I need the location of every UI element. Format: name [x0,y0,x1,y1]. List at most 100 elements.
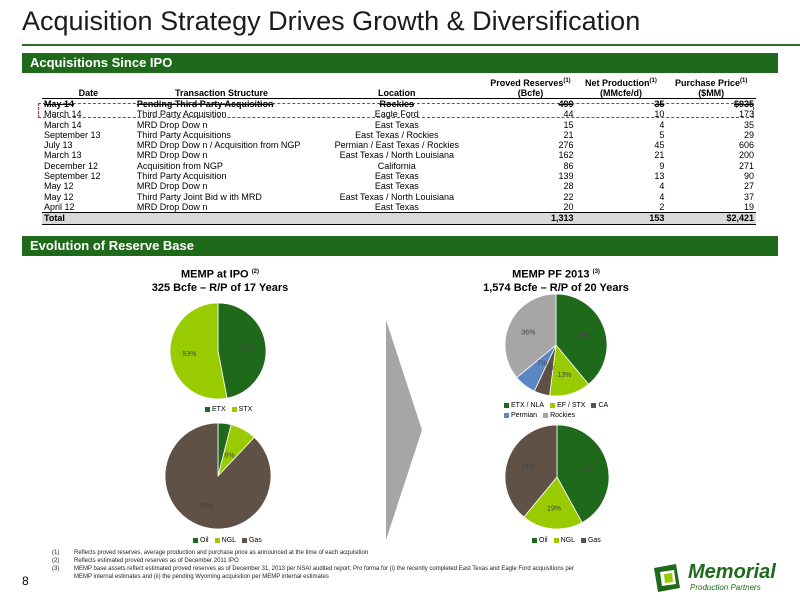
pie-slice-oil [556,424,610,524]
legend-swatch [580,537,586,543]
cell-production: 4 [659,181,665,192]
cell-price: 606 [738,140,754,151]
legend-item: EF / STX [550,402,585,409]
cell-reserves: 20 [563,201,574,212]
pie-data-label: 39% [521,464,535,471]
cell-location: East Texas / Rockies [355,129,439,140]
cell-reserves: 21 [563,129,574,140]
pie-ipo-product: 4%8% 88% [164,422,272,530]
cell-structure: MRD Drop Dow n [136,150,208,161]
legend-item: Oil [193,537,209,544]
cell-price: 173 [738,109,754,120]
legend-swatch [504,412,509,418]
footnotes: (1) Reflects proved reserves, average pro… [52,549,574,581]
cell-production: 35 [654,99,665,109]
cell-price: 200 [738,150,754,161]
table-row: July 13 MRD Drop Dow n / Acquisition from… [42,140,756,150]
pie-data-label: 42% [580,467,594,474]
cell-location: East Texas / North Louisiana [339,150,454,161]
cell-date: May 12 [44,181,74,192]
legend-swatch [553,537,559,543]
cell-price: 35 [743,119,754,130]
cell-date: April 12 [44,201,75,212]
cell-date: March 14 [44,109,82,120]
legend-swatch [214,537,220,543]
table-row: May 12 Third Party Joint Bid w ith MRD Eas… [42,192,756,202]
cell-location: East Texas [374,201,419,212]
table-row: March 14 MRD Drop Dow n East Texas 15 4 35 [42,120,756,130]
cell-reserves: 15 [563,119,574,130]
pie-slice-stx [169,302,228,400]
pending-highlight-box [38,103,754,118]
cell-date: December 12 [44,160,99,171]
legend-swatch [193,537,198,543]
legend-ipo-product: Oil NGL Gas [193,537,293,544]
cell-price: 37 [743,191,754,202]
acquisitions-table: Proved Reserves(1) Net Production(1) Pur… [42,78,756,226]
pie-slice-gas [504,424,558,518]
cell-reserves: 162 [558,150,574,161]
pie-data-label: 19% [547,506,561,513]
cell-location: East Texas [374,119,419,130]
cell-structure: MRD Drop Dow n [136,119,208,130]
cell-location: California [377,160,416,171]
legend-item: NGL [214,537,236,544]
cell-reserves: 139 [558,171,574,182]
cell-date: May 14 [44,99,75,109]
logo-mark-icon [654,564,680,592]
table-row: May 12 MRD Drop Dow n East Texas 28 4 27 [42,181,756,191]
logo-tagline: Production Partners [690,583,761,592]
header-date: Date [42,88,135,99]
cell-date: July 13 [44,140,73,151]
legend-item: Permian [504,412,537,419]
cell-structure: MRD Drop Dow n / Acquisition from NGP [136,140,301,151]
legend-item: NGL [553,537,575,544]
table-row-pending: May 14 Pending Third Party Acquisition Roc… [42,99,756,110]
legend-swatch [241,537,247,543]
legend-item: Rockies [543,412,575,419]
footnote: (1) Reflects proved reserves, average pro… [52,550,369,556]
pie-data-label: 36% [521,329,535,336]
cell-price: 27 [743,181,754,192]
legend-item: STX [231,406,252,413]
pie-data-label: 88% [199,503,213,510]
title-divider [22,44,800,46]
cell-structure: MRD Drop Dow n [136,201,208,212]
table-row: March 14 Third Party Acquisition Eagle For… [42,109,756,119]
cell-reserves: 28 [563,181,574,192]
legend-swatch [550,402,556,408]
pie-slice-etx [217,302,267,399]
cell-production: 5 [659,129,665,140]
legend-swatch [543,412,549,418]
pie-ipo-region: 47% 53% [169,302,267,400]
right-chart-title: MEMP PF 2013 (3) 1,574 Bcfe – R/P of 20 … [483,268,629,294]
cell-production: 10 [654,109,665,120]
cell-reserves: 44 [563,109,574,120]
pie-slice-ngl [523,476,583,530]
cell-date: September 13 [44,129,101,140]
cell-reserves: 22 [563,191,574,202]
section-header-reserve-base: Evolution of Reserve Base [22,236,778,256]
pie-slice-gas [164,422,272,530]
legend-swatch [504,402,509,408]
logo-wordmark: Memorial [688,561,776,583]
cell-date: March 14 [44,119,82,130]
transition-arrow [386,320,422,540]
table-row: September 12 Third Party Acquisition East … [42,171,756,181]
cell-reserves: 276 [558,140,574,151]
cell-production: 4 [659,119,665,130]
page-title: Acquisition Strategy Drives Growth & Div… [22,6,641,36]
pie-slice-etx-nla [555,293,608,385]
pie-data-label: 39% [578,332,592,339]
cell-production: 2 [659,201,665,212]
cell-structure: Third Party Acquisition [136,171,227,182]
legend-item: Oil [532,537,548,544]
cell-structure: Third Party Acquisitions [136,129,231,140]
cell-location: Permian / East Texas / Rockies [334,140,459,151]
cell-date: March 13 [44,150,82,161]
cell-location: East Texas / North Louisiana [339,191,454,202]
header-price: Purchase Price [675,78,741,88]
header-reserves: Proved Reserves [490,78,564,88]
legend-pf-region: ETX / NLA EF / STX CA Permian Rockies [504,402,614,419]
cell-date: May 12 [44,191,74,202]
